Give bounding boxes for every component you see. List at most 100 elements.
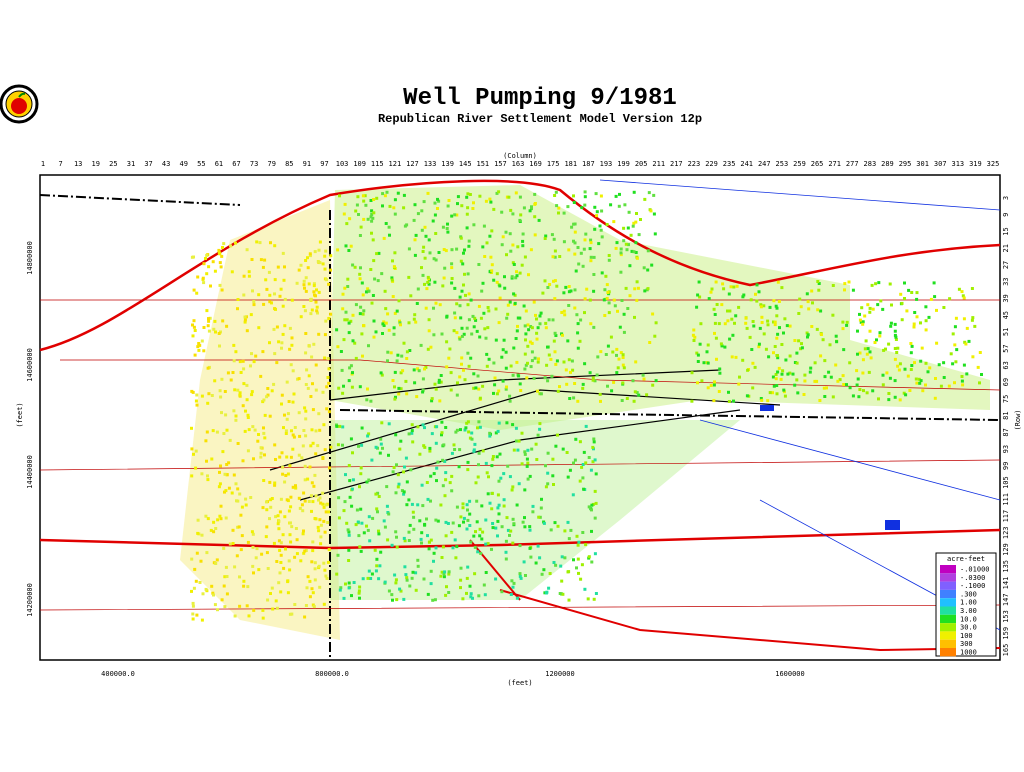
pumping-cell	[205, 551, 209, 555]
pumping-cell	[567, 248, 571, 252]
pumping-cell	[514, 191, 518, 195]
pumping-cell	[843, 288, 846, 292]
pumping-cell	[813, 379, 817, 383]
pumping-cell	[417, 369, 421, 373]
pumping-cell	[622, 239, 626, 243]
pumping-cell	[455, 213, 459, 217]
pumping-cell	[205, 309, 209, 313]
pumping-cell	[291, 447, 295, 451]
pumping-cell	[416, 558, 420, 562]
pumping-cell	[314, 388, 318, 392]
pumping-cell	[919, 359, 923, 363]
pumping-cell	[233, 565, 237, 569]
pumping-cell	[427, 547, 431, 551]
pumping-cell	[207, 319, 211, 323]
pumping-cell	[544, 464, 547, 468]
pumping-cell	[861, 322, 865, 326]
column-tick: 109	[353, 160, 366, 168]
pumping-cell	[543, 279, 547, 283]
pumping-cell	[191, 323, 194, 327]
pumping-cell	[234, 418, 238, 422]
pumping-cell	[455, 545, 459, 549]
pumping-cell	[197, 348, 201, 352]
pumping-cell	[411, 510, 415, 514]
pumping-cell	[501, 348, 505, 352]
pumping-cell	[437, 199, 441, 203]
column-tick: 157	[494, 160, 507, 168]
row-tick: 27	[1002, 261, 1010, 269]
pumping-cell	[324, 574, 328, 578]
pumping-cell	[207, 265, 211, 269]
column-tick: 67	[232, 160, 240, 168]
pumping-cell	[399, 371, 403, 375]
pumping-cell	[347, 464, 351, 467]
pumping-cell	[272, 327, 276, 331]
pumping-cell	[312, 605, 316, 609]
pumping-cell	[536, 389, 539, 393]
pumping-cell	[521, 239, 525, 243]
pumping-cell	[504, 557, 508, 561]
pumping-cell	[764, 347, 768, 351]
pumping-cell	[193, 353, 197, 357]
pumping-cell	[810, 325, 814, 328]
pumping-cell	[259, 258, 263, 262]
pumping-cell	[599, 194, 603, 198]
pumping-cell	[469, 356, 473, 360]
pumping-cell	[487, 309, 491, 313]
pumping-cell	[280, 341, 284, 345]
pumping-cell	[220, 377, 224, 381]
pumping-cell	[652, 212, 656, 216]
pumping-cell	[465, 421, 469, 425]
pumping-cell	[420, 228, 424, 232]
pumping-cell	[480, 537, 484, 541]
pumping-cell	[289, 455, 293, 459]
pumping-cell	[441, 458, 445, 462]
pumping-cell	[290, 336, 294, 340]
pumping-cell	[616, 366, 620, 370]
pumping-cell	[349, 244, 353, 248]
pumping-cell	[197, 342, 201, 345]
pumping-cell	[642, 377, 646, 381]
pumping-cell	[264, 535, 268, 539]
pumping-cell	[294, 527, 298, 530]
pumping-cell	[289, 363, 293, 367]
pumping-cell	[468, 584, 472, 588]
pumping-cell	[472, 372, 476, 376]
legend-label: 30.0	[960, 624, 977, 632]
pumping-cell	[908, 389, 912, 392]
pumping-cell	[402, 470, 406, 474]
pumping-cell	[546, 471, 550, 475]
pumping-cell	[362, 217, 366, 221]
pumping-cell	[604, 353, 608, 356]
pumping-cell	[413, 238, 417, 242]
pumping-cell	[654, 321, 658, 325]
pumping-cell	[450, 451, 454, 455]
pumping-cell	[252, 571, 255, 575]
pumping-cell	[721, 282, 725, 286]
pumping-cell	[453, 448, 457, 451]
pumping-cell	[206, 517, 210, 521]
pumping-cell	[325, 385, 329, 389]
pumping-cell	[939, 384, 943, 388]
pumping-cell	[363, 194, 367, 198]
pumping-cell	[387, 225, 391, 229]
pumping-cell	[629, 233, 633, 237]
pumping-cell	[625, 397, 629, 400]
pumping-cell	[766, 323, 770, 327]
pumping-cell	[592, 597, 596, 601]
pumping-cell	[209, 284, 212, 288]
pumping-cell	[876, 303, 880, 307]
pumping-cell	[312, 342, 316, 346]
pumping-cell	[594, 592, 598, 595]
pumping-cell	[631, 224, 635, 228]
pumping-cell	[535, 331, 539, 335]
pumping-cell	[706, 343, 710, 347]
pumping-cell	[300, 503, 304, 507]
pumping-cell	[311, 382, 314, 386]
pumping-cell	[776, 370, 780, 374]
pumping-cell	[314, 517, 318, 521]
pumping-cell	[410, 502, 414, 506]
pumping-cell	[980, 373, 983, 376]
pumping-cell	[383, 289, 387, 293]
pumping-cell	[619, 251, 623, 255]
